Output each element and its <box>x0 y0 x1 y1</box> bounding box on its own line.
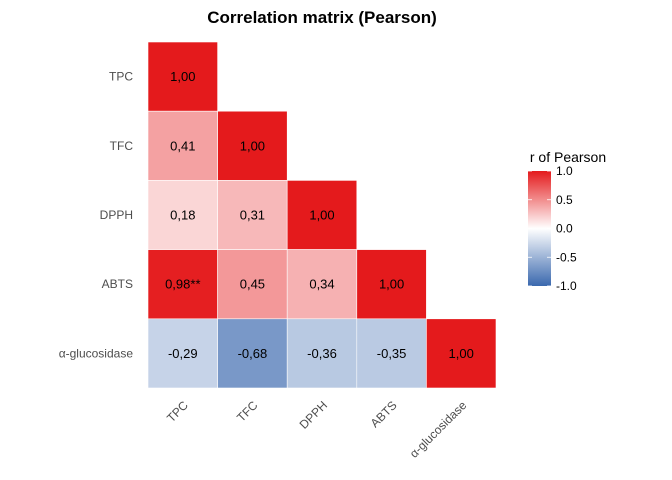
cell-value-label: 0,31 <box>240 208 265 223</box>
x-tick-label: α-glucosidase <box>407 398 470 461</box>
heatmap-cell-glucosidase-glucosidase <box>426 318 497 389</box>
cell-value-label: -0,29 <box>168 346 198 361</box>
x-tick-label: DPPH <box>297 398 330 431</box>
legend-ticks: 1.0 0.5 0.0 -0.5 -1.0 <box>528 164 577 293</box>
cell-value-label: 0,45 <box>240 277 265 292</box>
x-axis-tick-labels: TPC TFC DPPH ABTS α-glucosidase <box>164 398 469 461</box>
cell-value-label: 0,34 <box>309 277 334 292</box>
cell-value-label: 1,00 <box>170 69 195 84</box>
heatmap-cell-dpph-tfc <box>217 180 288 250</box>
legend-tick-label: -1.0 <box>556 279 577 293</box>
cell-value-label: -0,36 <box>307 346 337 361</box>
heatmap-cell-dpph-tpc <box>147 180 218 250</box>
y-tick-label: α-glucosidase <box>59 346 134 360</box>
cell-value-label: -0,68 <box>238 346 268 361</box>
heatmap-cell-tpc-tpc <box>147 41 218 112</box>
heatmap-cell-tfc-tpc <box>147 110 218 181</box>
y-tick-label: TFC <box>110 139 134 153</box>
heatmap-cell-glucosidase-dpph <box>286 318 358 389</box>
heatmap-cell-tfc-tfc <box>217 110 288 181</box>
cell-value-label: -0,35 <box>377 346 407 361</box>
legend-tick-label: 0.0 <box>556 222 573 236</box>
y-tick-label: DPPH <box>100 208 133 222</box>
chart-title: Correlation matrix (Pearson) <box>207 8 437 27</box>
legend-tick-label: 0.5 <box>556 193 573 207</box>
cell-value-label: 1,00 <box>379 277 404 292</box>
heatmap-cell-dpph-dpph <box>286 180 358 250</box>
heatmap-cell-glucosidase-tfc <box>217 318 288 389</box>
heatmap-cells <box>147 41 497 389</box>
heatmap-cell-labels: 1,00 0,41 1,00 0,18 0,31 1,00 0,98** 0,45 0,34 1,… <box>165 69 474 361</box>
legend-colorbar <box>528 171 551 286</box>
legend-tick-label: 1.0 <box>556 164 573 178</box>
heatmap-cell-abts-abts <box>356 249 427 320</box>
x-tick-label: ABTS <box>368 398 400 430</box>
legend-tick-label: -0.5 <box>556 250 577 264</box>
y-tick-label: ABTS <box>102 277 133 291</box>
x-tick-label: TPC <box>164 398 191 425</box>
heatmap-cell-glucosidase-abts <box>356 318 427 389</box>
cell-value-label: 1,00 <box>240 138 265 153</box>
color-legend: r of Pearson 1.0 0.5 0.0 -0.5 -1.0 <box>528 149 606 293</box>
legend-title: r of Pearson <box>530 149 606 165</box>
y-axis-tick-labels: TPC TFC DPPH ABTS α-glucosidase <box>59 70 134 361</box>
cell-value-label: 0,41 <box>170 138 195 153</box>
x-tick-label: TFC <box>234 398 261 425</box>
cell-value-label: 1,00 <box>449 346 474 361</box>
cell-value-label: 0,18 <box>170 208 195 223</box>
heatmap-cell-abts-tfc <box>217 249 288 320</box>
cell-value-label: 0,98** <box>165 277 200 292</box>
cell-value-label: 1,00 <box>309 208 334 223</box>
y-tick-label: TPC <box>109 70 133 84</box>
